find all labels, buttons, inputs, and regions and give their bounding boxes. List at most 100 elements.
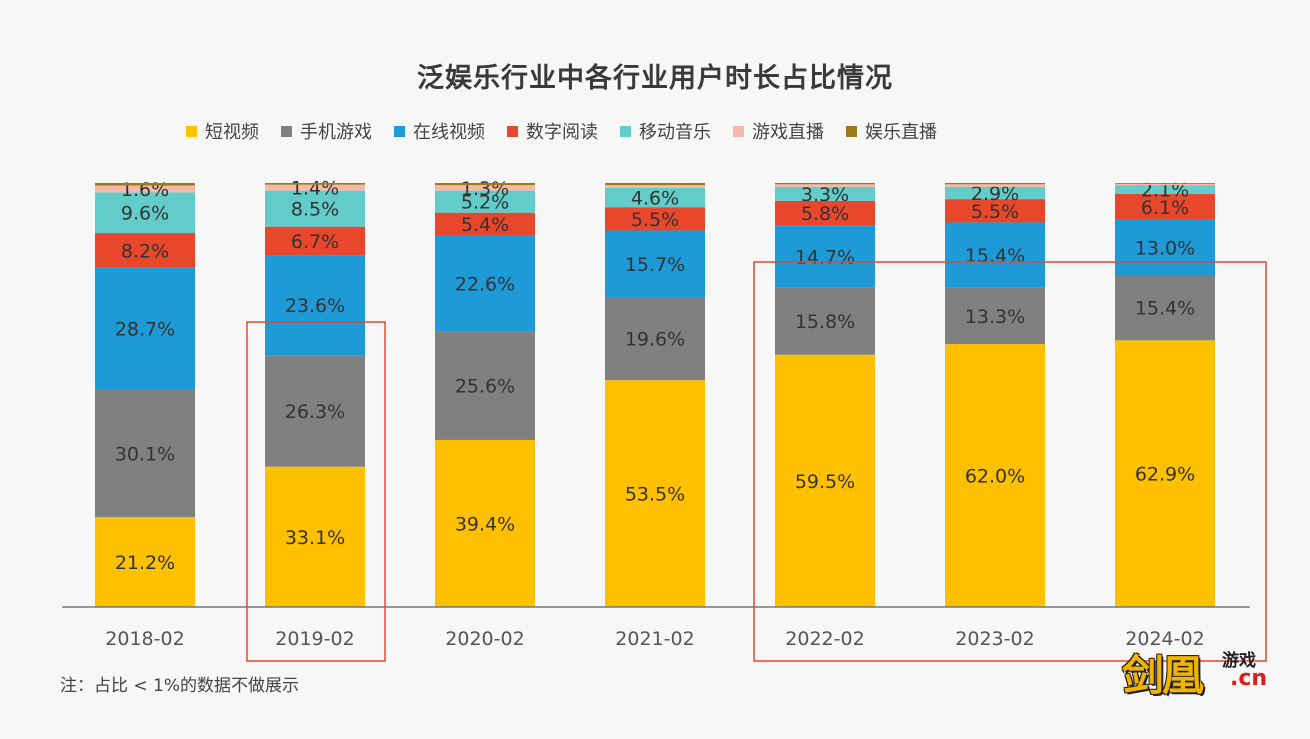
bar-segment	[95, 389, 195, 518]
bar-segment	[435, 190, 535, 213]
highlight-box	[246, 321, 386, 662]
bar-segment	[1115, 183, 1215, 186]
x-tick-label: 2019-02	[275, 628, 354, 650]
bar-segment	[945, 222, 1045, 288]
data-label: 22.6%	[455, 273, 515, 295]
chart-note: 注：占比 < 1%的数据不做展示	[60, 676, 300, 696]
bar-segment	[95, 517, 195, 607]
data-label: 15.4%	[1135, 298, 1195, 320]
legend-label: 游戏直播	[752, 122, 824, 143]
data-label: 25.6%	[455, 376, 515, 398]
bar-segment	[435, 331, 535, 440]
bar-segment	[95, 185, 195, 193]
data-label: 5.4%	[461, 214, 509, 236]
data-label: 19.6%	[625, 329, 685, 351]
bar-segment	[775, 354, 875, 607]
bar-segment	[435, 235, 535, 332]
data-label: 30.1%	[115, 443, 175, 465]
legend-item: 手机游戏	[281, 118, 372, 144]
watermark-domain: .cn	[1230, 666, 1268, 691]
bar-segment	[265, 190, 365, 227]
data-label: 3.3%	[801, 184, 849, 206]
data-label: 5.8%	[801, 203, 849, 225]
legend-item: 数字阅读	[507, 118, 598, 144]
bar-segment	[775, 225, 875, 288]
legend-swatch	[733, 125, 744, 137]
watermark-main: 剑凰	[1122, 651, 1204, 700]
bar-segment	[775, 186, 875, 201]
chart-legend: 短视频 手机游戏 在线视频 数字阅读 移动音乐 游戏直播 娱乐直播	[186, 118, 959, 144]
bar-segment	[605, 187, 705, 208]
legend-item: 在线视频	[394, 118, 485, 144]
data-label: 39.4%	[455, 513, 515, 535]
legend-label: 在线视频	[413, 122, 485, 143]
bar-segment	[945, 186, 1045, 200]
bar-segment	[605, 230, 705, 298]
data-label: 15.4%	[965, 245, 1025, 267]
bar-segment	[775, 287, 875, 355]
bar-segment	[1115, 275, 1215, 341]
legend-item: 短视频	[186, 118, 259, 144]
bar-segment	[265, 355, 365, 467]
data-label: 14.7%	[795, 247, 855, 269]
bar-segment	[265, 466, 365, 607]
bar-segment	[605, 297, 705, 381]
chart-title: 泛娱乐行业中各行业用户时长占比情况	[417, 63, 893, 94]
data-label: 8.2%	[121, 240, 169, 262]
legend-item: 游戏直播	[733, 118, 824, 144]
bar-segment	[265, 226, 365, 256]
bar-segment	[265, 183, 365, 185]
data-label: 1.6%	[121, 179, 169, 201]
bar-segment	[945, 287, 1045, 345]
data-label: 62.9%	[1135, 464, 1195, 486]
data-label: 21.2%	[115, 552, 175, 574]
data-label: 15.7%	[625, 254, 685, 276]
bar-segment	[95, 192, 195, 234]
bar-segment	[435, 183, 535, 186]
bar-segment	[265, 184, 365, 191]
data-label: 23.6%	[285, 295, 345, 317]
data-label: 5.5%	[631, 209, 679, 231]
data-label: 8.5%	[291, 199, 339, 221]
legend-swatch	[507, 125, 518, 137]
x-tick-label: 2022-02	[785, 628, 864, 650]
data-label: 5.2%	[461, 192, 509, 214]
bar-segment	[1115, 185, 1215, 195]
data-label: 1.3%	[461, 178, 509, 200]
x-tick-label: 2018-02	[105, 628, 184, 650]
x-tick-label: 2023-02	[955, 628, 1034, 650]
data-label: 53.5%	[625, 484, 685, 506]
highlight-box	[753, 261, 1267, 662]
bar-segment	[1115, 219, 1215, 276]
legend-swatch	[186, 125, 197, 137]
legend-label: 短视频	[205, 122, 259, 143]
bar-segment	[1115, 340, 1215, 607]
legend-item: 移动音乐	[620, 118, 711, 144]
data-label: 1.4%	[291, 178, 339, 200]
data-label: 2.1%	[1141, 180, 1189, 202]
bar-segment	[95, 233, 195, 268]
bar-segment	[95, 183, 195, 186]
legend-swatch	[394, 125, 405, 137]
data-label: 6.7%	[291, 231, 339, 253]
data-label: 13.0%	[1135, 237, 1195, 259]
data-label: 26.3%	[285, 401, 345, 423]
watermark-sub: 游戏	[1222, 651, 1256, 671]
bar-segment	[945, 199, 1045, 223]
bar-segment	[605, 207, 705, 231]
bar-segment	[605, 185, 705, 188]
bar-segment	[435, 212, 535, 236]
legend-swatch	[620, 125, 631, 137]
data-label: 9.6%	[121, 203, 169, 225]
bar-segment	[435, 439, 535, 607]
data-label: 5.5%	[971, 201, 1019, 223]
bar-segment	[265, 255, 365, 356]
bar-segment	[1115, 183, 1215, 184]
bar-segment	[775, 183, 875, 185]
bar-segment	[605, 183, 705, 186]
bar-segment	[435, 185, 535, 191]
bar-segment	[945, 344, 1045, 607]
legend-label: 移动音乐	[639, 122, 711, 143]
